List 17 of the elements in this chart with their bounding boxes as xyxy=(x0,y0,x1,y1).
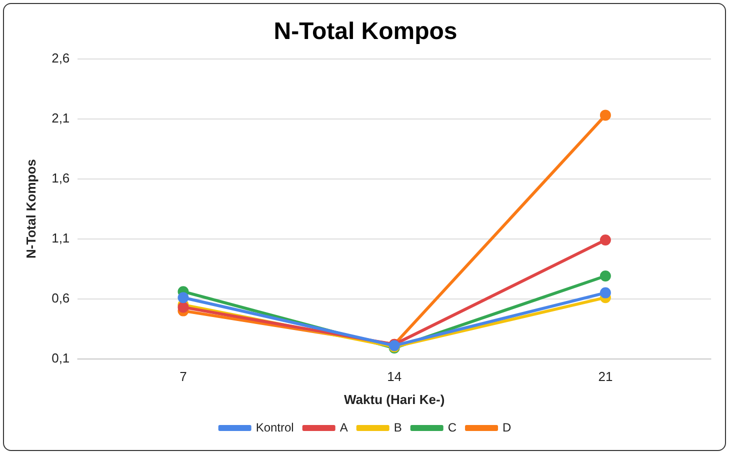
y-tick-label: 0,1 xyxy=(52,350,70,366)
legend-label: B xyxy=(394,420,402,434)
y-tick-label: 1,6 xyxy=(52,170,70,186)
y-axis-title: N-Total Kompos xyxy=(23,159,38,259)
y-tick-label: 2,6 xyxy=(52,50,70,66)
x-tick-label: 7 xyxy=(180,369,187,384)
x-axis-title: Waktu (Hari Ke-) xyxy=(344,392,445,407)
legend-label: D xyxy=(502,420,512,434)
legend-label: C xyxy=(448,420,457,434)
legend-label: Kontrol xyxy=(256,420,294,434)
y-tick-label: 1,1 xyxy=(52,230,70,246)
x-tick-label: 21 xyxy=(598,369,613,384)
chart-title: N-Total Kompos xyxy=(274,18,458,46)
y-tick-label: 0,6 xyxy=(52,290,70,306)
x-tick-label: 14 xyxy=(387,369,402,384)
legend-label: A xyxy=(340,420,348,434)
y-tick-label: 2,1 xyxy=(52,110,70,126)
